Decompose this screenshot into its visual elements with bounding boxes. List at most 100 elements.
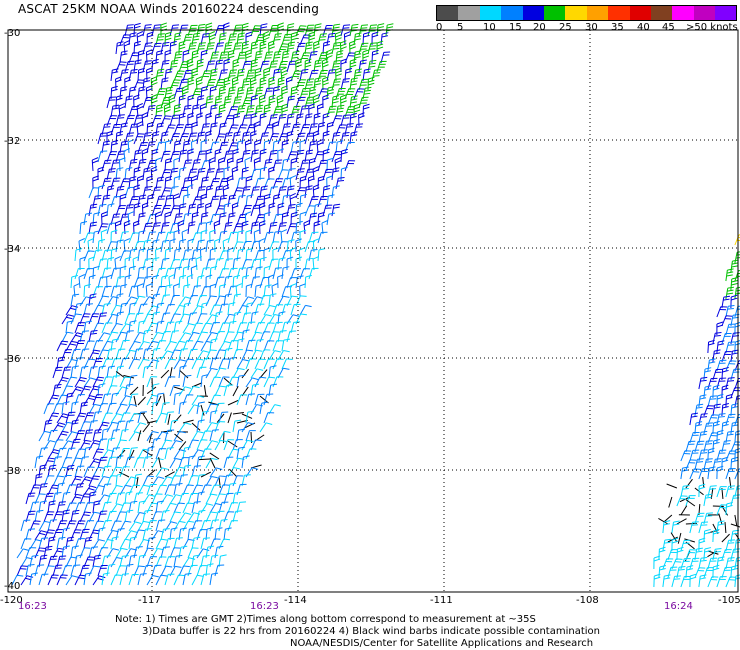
wind-barb [136,121,144,136]
wind-barb [209,410,218,424]
wind-barb [677,532,682,544]
wind-barb [707,377,718,390]
wind-barb [196,439,208,451]
wind-barb [182,323,195,334]
wind-barb [671,520,680,534]
wind-barb [244,211,252,226]
wind-barb [304,274,312,289]
wind-barb [241,312,252,325]
wind-barb [133,422,147,433]
wind-barb [182,419,194,424]
wind-barb [259,40,267,55]
wind-barb [694,458,704,471]
wind-barb [191,322,203,334]
wind-barb [734,270,740,282]
wind-barb [196,112,203,127]
wind-barb [245,377,259,388]
wind-barb [214,276,225,289]
wind-barb [151,115,163,127]
wind-barb [129,386,139,396]
wind-barb [281,286,292,298]
wind-barb [168,274,175,289]
wind-barb [196,186,206,199]
wind-barb [47,555,58,568]
wind-barb [88,475,100,487]
wind-barb [698,413,708,426]
wind-barb [734,448,740,462]
wind-barb [70,529,82,541]
wind-barb [316,103,324,118]
wind-barb [91,157,99,172]
wind-barb [128,265,136,280]
wind-barb [88,349,101,361]
wind-barb [43,511,55,523]
wind-barb [110,323,123,334]
wind-barb [205,493,218,505]
wind-barb [160,350,174,361]
wind-barb [196,350,210,361]
wind-barb [205,185,214,199]
wind-barb [196,565,207,577]
wind-barb [100,229,108,244]
wind-barb [155,320,165,334]
wind-barb [734,514,738,526]
wind-barb [362,103,370,118]
wind-barb [52,529,63,541]
wind-barb [38,483,48,496]
wind-barb [110,358,121,370]
wind-barb [115,565,127,577]
wind-barb [191,67,199,82]
wind-barb [214,527,223,541]
wind-barb [83,377,97,388]
wind-barb [263,247,271,262]
wind-barb [164,429,175,442]
wind-barb [169,494,183,505]
wind-barb [47,574,59,586]
wind-barb [241,349,254,361]
wind-barb [196,313,208,325]
wind-barb [47,412,60,424]
wind-barb [313,203,322,217]
legend-swatch [501,6,523,20]
wind-barb [110,123,121,136]
wind-barb [241,240,252,253]
wind-barb [164,556,176,568]
wind-barb [34,530,48,541]
wind-barb [88,439,101,451]
wind-barb [200,448,212,460]
wind-barb [137,430,142,442]
wind-barb [203,385,207,397]
wind-barb [331,115,343,127]
wind-barb [92,212,101,226]
wind-barb [277,113,287,127]
wind-barb [155,395,162,407]
wind-barb [218,484,230,496]
wind-barb [173,554,183,568]
wind-barb [146,67,153,82]
wind-barb [232,42,242,55]
wind-barb [218,212,227,226]
wind-barb [277,274,284,289]
wind-barb [173,574,185,586]
wind-barb [142,456,152,469]
wind-barb [209,304,221,316]
wind-barb [268,258,279,271]
wind-barb [290,211,298,226]
wind-barb [254,322,266,334]
wind-barb [718,513,723,525]
wind-barb [281,139,289,154]
wind-barb [146,231,157,244]
wind-barb [70,365,79,379]
wind-barb [155,267,166,280]
wind-barb [209,457,216,469]
wind-barb [272,321,283,334]
wind-barb [187,76,195,91]
wind-barb [340,114,351,127]
wind-barb [325,49,333,64]
wind-barb [34,455,44,469]
wind-barb [83,536,93,550]
wind-barb [70,457,82,469]
wind-barb [286,204,296,217]
wind-barb [137,396,146,406]
lat-label: -30 [4,28,20,39]
